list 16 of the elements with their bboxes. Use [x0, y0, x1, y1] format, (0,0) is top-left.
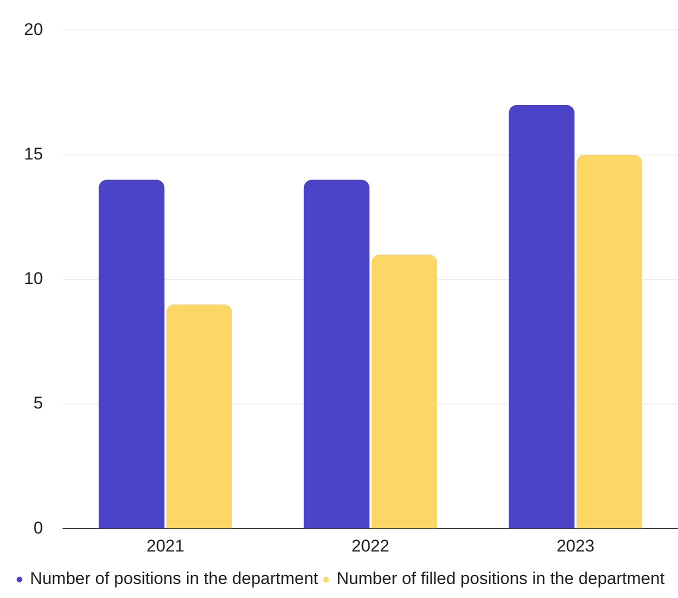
bar	[508, 104, 574, 528]
bar	[576, 154, 642, 528]
y-tick-label: 0	[33, 518, 43, 538]
x-tick-label: 2021	[146, 536, 184, 556]
bar	[304, 180, 370, 528]
legend-label: Number of filled positions in the department	[336, 569, 665, 588]
bar	[371, 254, 438, 528]
y-tick-label: 15	[24, 144, 43, 164]
y-tick-label: 20	[24, 20, 43, 39]
legend-label: Number of positions in the department	[30, 569, 318, 588]
bar	[98, 180, 164, 528]
y-tick-label: 5	[33, 394, 43, 413]
x-tick-label: 2023	[556, 536, 594, 556]
x-tick-label: 2022	[352, 536, 390, 556]
y-tick-label: 10	[24, 269, 43, 288]
bar	[166, 304, 232, 528]
